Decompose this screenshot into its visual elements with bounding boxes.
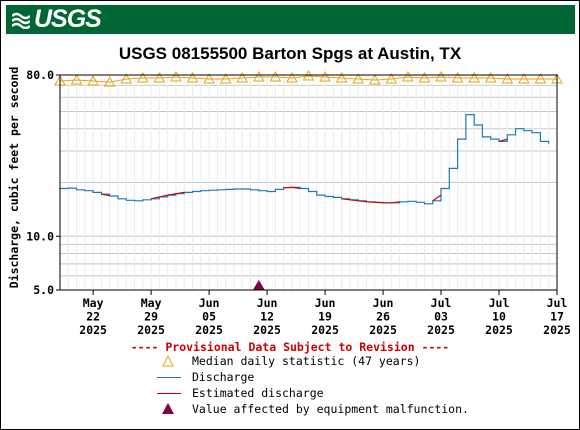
discharge-line-swatch [157,377,181,378]
median-point [103,76,116,87]
median-point [219,72,232,84]
x-tick-label: Jun [257,296,278,310]
median-line [59,75,557,83]
estimated-segment [283,186,301,190]
discharge-series [60,113,550,205]
median-point [87,75,99,86]
median-point [203,72,215,84]
chart-title: USGS 08155500 Barton Spgs at Austin, TX [118,44,462,63]
x-tick-label: 03 [434,310,448,324]
legend-label-median: Median daily statistic (47 years) [192,354,421,368]
legend-item-median: Median daily statistic (47 years) [154,354,420,368]
x-tick-label: 2025 [543,323,571,337]
median-point [501,72,514,84]
median-point [385,72,398,84]
median-point [435,70,447,82]
median-point [484,71,497,83]
median-point [368,73,381,85]
legend-label-estimated: Estimated discharge [192,386,324,400]
legend-item-discharge: Discharge [154,370,254,384]
median-point [269,70,282,82]
x-tick-label: 19 [318,310,332,324]
provisional-notice: ---- Provisional Data Subject to Revisio… [130,340,450,354]
usgs-logo[interactable]: USGS [12,5,102,33]
x-tick-label: 17 [550,310,564,324]
median-point [534,72,547,84]
x-tick-label: Jul [489,296,510,310]
chart-grid [59,74,558,290]
x-tick-label: Jul [547,296,568,310]
y-axis-label: Discharge, cubic feet per second [7,67,21,289]
median-point [136,71,149,83]
x-tick-label: 22 [86,310,100,324]
median-triangle-icon [162,354,174,367]
estimated-segment [341,198,400,204]
median-point [319,70,331,82]
x-tick-label: 2025 [427,323,455,337]
x-tick-label: 2025 [195,323,223,337]
median-point [468,71,481,83]
median-point [236,71,249,83]
x-tick-label: 29 [144,310,158,324]
malfunction-triangle-icon [162,403,174,414]
y-tick-label: 80.0 [26,68,54,82]
plot-area-border [59,74,558,291]
y-axis-ticks: 5.0 10.0 80.0 [26,68,60,297]
estimated-segment [432,194,442,202]
median-point [170,70,182,82]
x-tick-label: Jun [373,296,394,310]
x-tick-label: 10 [492,310,506,324]
median-point [186,71,199,83]
x-axis-ticks: May222025May292025Jun052025Jun122025Jun1… [79,290,571,337]
median-point [286,71,298,83]
median-point [70,73,83,85]
x-tick-label: 2025 [253,323,281,337]
discharge-chart: 5.010.080.0 May222025May292025Jun052025J… [7,67,571,337]
median-point [352,72,365,84]
x-tick-label: 2025 [137,323,165,337]
estimated-segment [498,138,508,142]
x-tick-label: 26 [376,310,390,324]
discharge-line [60,113,550,205]
x-tick-label: 2025 [369,323,397,337]
usgs-header-bar: USGS [6,5,575,34]
median-point [252,70,265,82]
x-tick-label: Jul [431,296,452,310]
median-point [518,72,530,84]
x-tick-label: 05 [202,310,216,324]
estimated-segment [101,193,110,197]
estimated-segment [150,191,185,200]
estimated-line-swatch [157,393,181,394]
median-point [402,70,414,82]
usgs-logo-text: USGS [34,5,102,33]
x-tick-label: 12 [260,310,274,324]
x-tick-label: May [83,296,104,310]
legend-label-malfunction: Value affected by equipment malfunction. [192,402,469,416]
median-point [451,71,464,83]
median-point [120,72,133,84]
x-tick-label: 2025 [79,323,107,337]
x-tick-label: May [141,296,162,310]
median-point [335,71,348,83]
malfunction-marker [252,280,265,290]
y-tick-label: 5.0 [33,283,54,297]
x-tick-label: Jun [315,296,336,310]
x-tick-label: Jun [199,296,220,310]
estimated-series [101,138,508,204]
malfunction-series [252,280,265,290]
median-point [418,71,431,83]
median-point [153,71,166,83]
legend-label-discharge: Discharge [192,370,255,384]
x-tick-label: 2025 [311,323,339,337]
legend-item-malfunction: Value affected by equipment malfunction. [154,402,469,416]
usgs-wave-icon [12,12,30,29]
y-tick-label: 10.0 [26,229,54,243]
legend-item-estimated: Estimated discharge [154,386,324,400]
x-tick-label: 2025 [485,323,513,337]
